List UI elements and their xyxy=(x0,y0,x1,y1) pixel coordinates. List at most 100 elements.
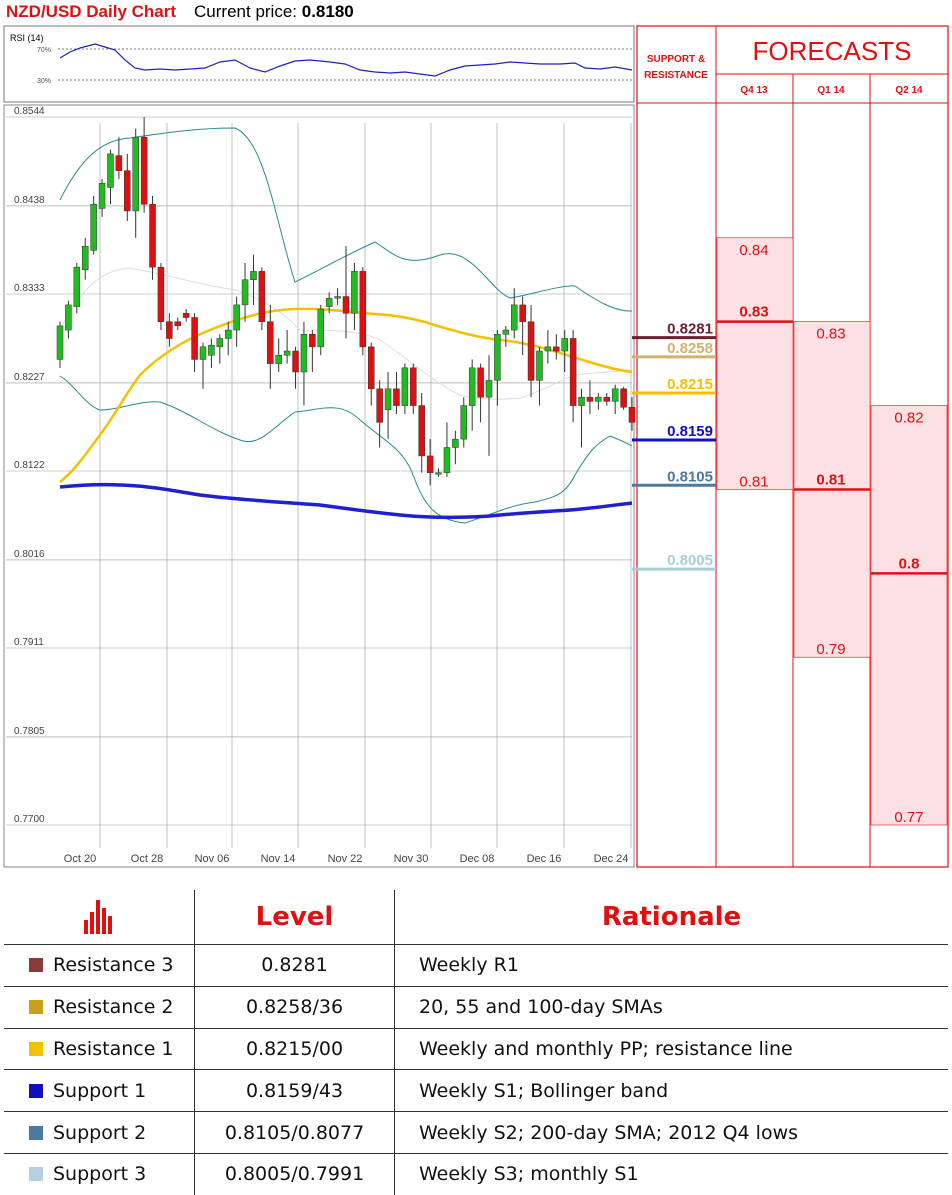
candle xyxy=(208,338,215,368)
row-name: Support 1 xyxy=(53,1079,147,1102)
candle xyxy=(275,338,282,373)
candle xyxy=(317,304,325,356)
row-name: Resistance 2 xyxy=(53,996,174,1019)
row-name-cell: Support 1 xyxy=(4,1070,195,1112)
y-tick-label: 0.8122 xyxy=(14,460,45,471)
candle-body xyxy=(56,325,64,360)
candle xyxy=(426,439,434,486)
row-name-cell: Resistance 3 xyxy=(4,945,195,986)
candle xyxy=(359,267,367,356)
header-rationale: Rationale xyxy=(601,902,742,932)
candle xyxy=(376,380,383,448)
row-name-cell: Resistance 1 xyxy=(4,1028,195,1070)
candle-body xyxy=(65,304,72,331)
candle xyxy=(620,387,627,410)
candle xyxy=(325,292,333,314)
candle-body xyxy=(569,338,577,406)
y-tick-label: 0.7700 xyxy=(14,814,45,825)
rsi-level-30: 30% xyxy=(37,78,51,85)
sr-level-label: 0.8105 xyxy=(667,468,713,485)
candle xyxy=(468,359,476,431)
forecast-low-label: 0.81 xyxy=(739,473,768,490)
candle xyxy=(595,392,602,410)
x-tick-label: Nov 06 xyxy=(195,853,230,865)
candle xyxy=(107,149,114,205)
candle xyxy=(351,262,358,331)
row-name-cell: Resistance 2 xyxy=(4,986,195,1028)
row-name: Resistance 3 xyxy=(53,954,174,977)
row-level: 0.8281 xyxy=(195,945,395,986)
candle xyxy=(199,342,207,389)
candle xyxy=(544,330,552,364)
sma-slow-line xyxy=(59,482,633,520)
candle-body xyxy=(502,329,510,335)
table-row: Support 3 0.8005/0.7991 Weekly S3; monthly… xyxy=(4,1152,948,1195)
candle-body xyxy=(208,344,215,356)
candle xyxy=(561,330,568,373)
candle-body xyxy=(468,367,476,406)
candle xyxy=(502,325,510,347)
forecast-band: 0.83 0.81 0.79 xyxy=(793,321,871,658)
candle xyxy=(216,334,224,364)
candle-body xyxy=(519,304,526,322)
candle xyxy=(292,346,299,389)
forecast-mid-label: 0.81 xyxy=(816,471,845,488)
candle-body xyxy=(367,346,375,390)
forecast-periods: Q4 13 Q1 14 Q2 14 xyxy=(740,85,923,96)
sr-level-label: 0.8258 xyxy=(667,340,713,357)
forecast-mid-label: 0.8 xyxy=(899,555,920,572)
row-rationale: Weekly and monthly PP; resistance line xyxy=(419,1037,793,1060)
candle xyxy=(578,388,585,448)
chart-header: NZD/USD Daily Chart Current price: 0.818… xyxy=(6,0,354,24)
rsi-level-70: 70% xyxy=(37,47,51,54)
candle-body xyxy=(586,396,594,402)
candle xyxy=(443,422,451,477)
bollinger-upper xyxy=(59,127,633,312)
row-level: 0.8159/43 xyxy=(195,1070,395,1112)
candle-body xyxy=(182,313,190,318)
candle-body xyxy=(275,354,282,364)
forecasts-title: FORECASTS xyxy=(753,36,912,66)
candle-body xyxy=(376,388,383,423)
x-tick-label: Nov 22 xyxy=(328,853,363,865)
candle-body xyxy=(283,350,291,356)
candle xyxy=(233,296,240,347)
forecast-high-label: 0.84 xyxy=(739,242,768,259)
price-label: Current price: xyxy=(194,2,298,21)
candle xyxy=(191,313,198,373)
candle xyxy=(98,179,106,217)
candle xyxy=(628,397,636,431)
candle-body xyxy=(191,317,198,360)
y-tick-label: 0.7805 xyxy=(14,726,45,737)
candle-body xyxy=(494,334,501,381)
color-swatch xyxy=(29,1125,43,1140)
sr-level-label: 0.8159 xyxy=(667,423,713,440)
candle xyxy=(477,363,484,423)
forecast-band: 0.84 0.83 0.81 xyxy=(716,237,794,490)
forecast-low-label: 0.77 xyxy=(894,809,923,826)
candle xyxy=(149,195,156,280)
candle xyxy=(342,246,350,339)
candle xyxy=(166,313,173,347)
candle-body xyxy=(477,367,484,398)
sr-title: SUPPORT & RESISTANCE xyxy=(644,54,708,81)
x-axis: Oct 20 Oct 28 Nov 06 Nov 14 Nov 22 Nov 30 Dec … xyxy=(64,853,629,865)
candle xyxy=(267,304,274,389)
table-row: Resistance 2 0.8258/36 20, 55 and 100-day … xyxy=(4,985,948,1028)
candle-body xyxy=(553,346,560,352)
candle xyxy=(519,296,526,356)
forecast-high-label: 0.83 xyxy=(816,326,845,343)
row-name: Support 3 xyxy=(53,1163,147,1186)
candle xyxy=(418,392,425,473)
candle xyxy=(157,262,165,331)
candle xyxy=(435,468,442,477)
candle xyxy=(586,380,594,414)
x-tick-label: Dec 16 xyxy=(527,853,562,865)
y-tick-label: 0.8333 xyxy=(14,283,45,294)
forecast-range xyxy=(870,405,948,826)
candle-body xyxy=(115,155,123,171)
candle xyxy=(241,262,249,322)
candle xyxy=(452,430,459,465)
candle-body xyxy=(536,350,543,381)
candle-body xyxy=(351,271,358,314)
